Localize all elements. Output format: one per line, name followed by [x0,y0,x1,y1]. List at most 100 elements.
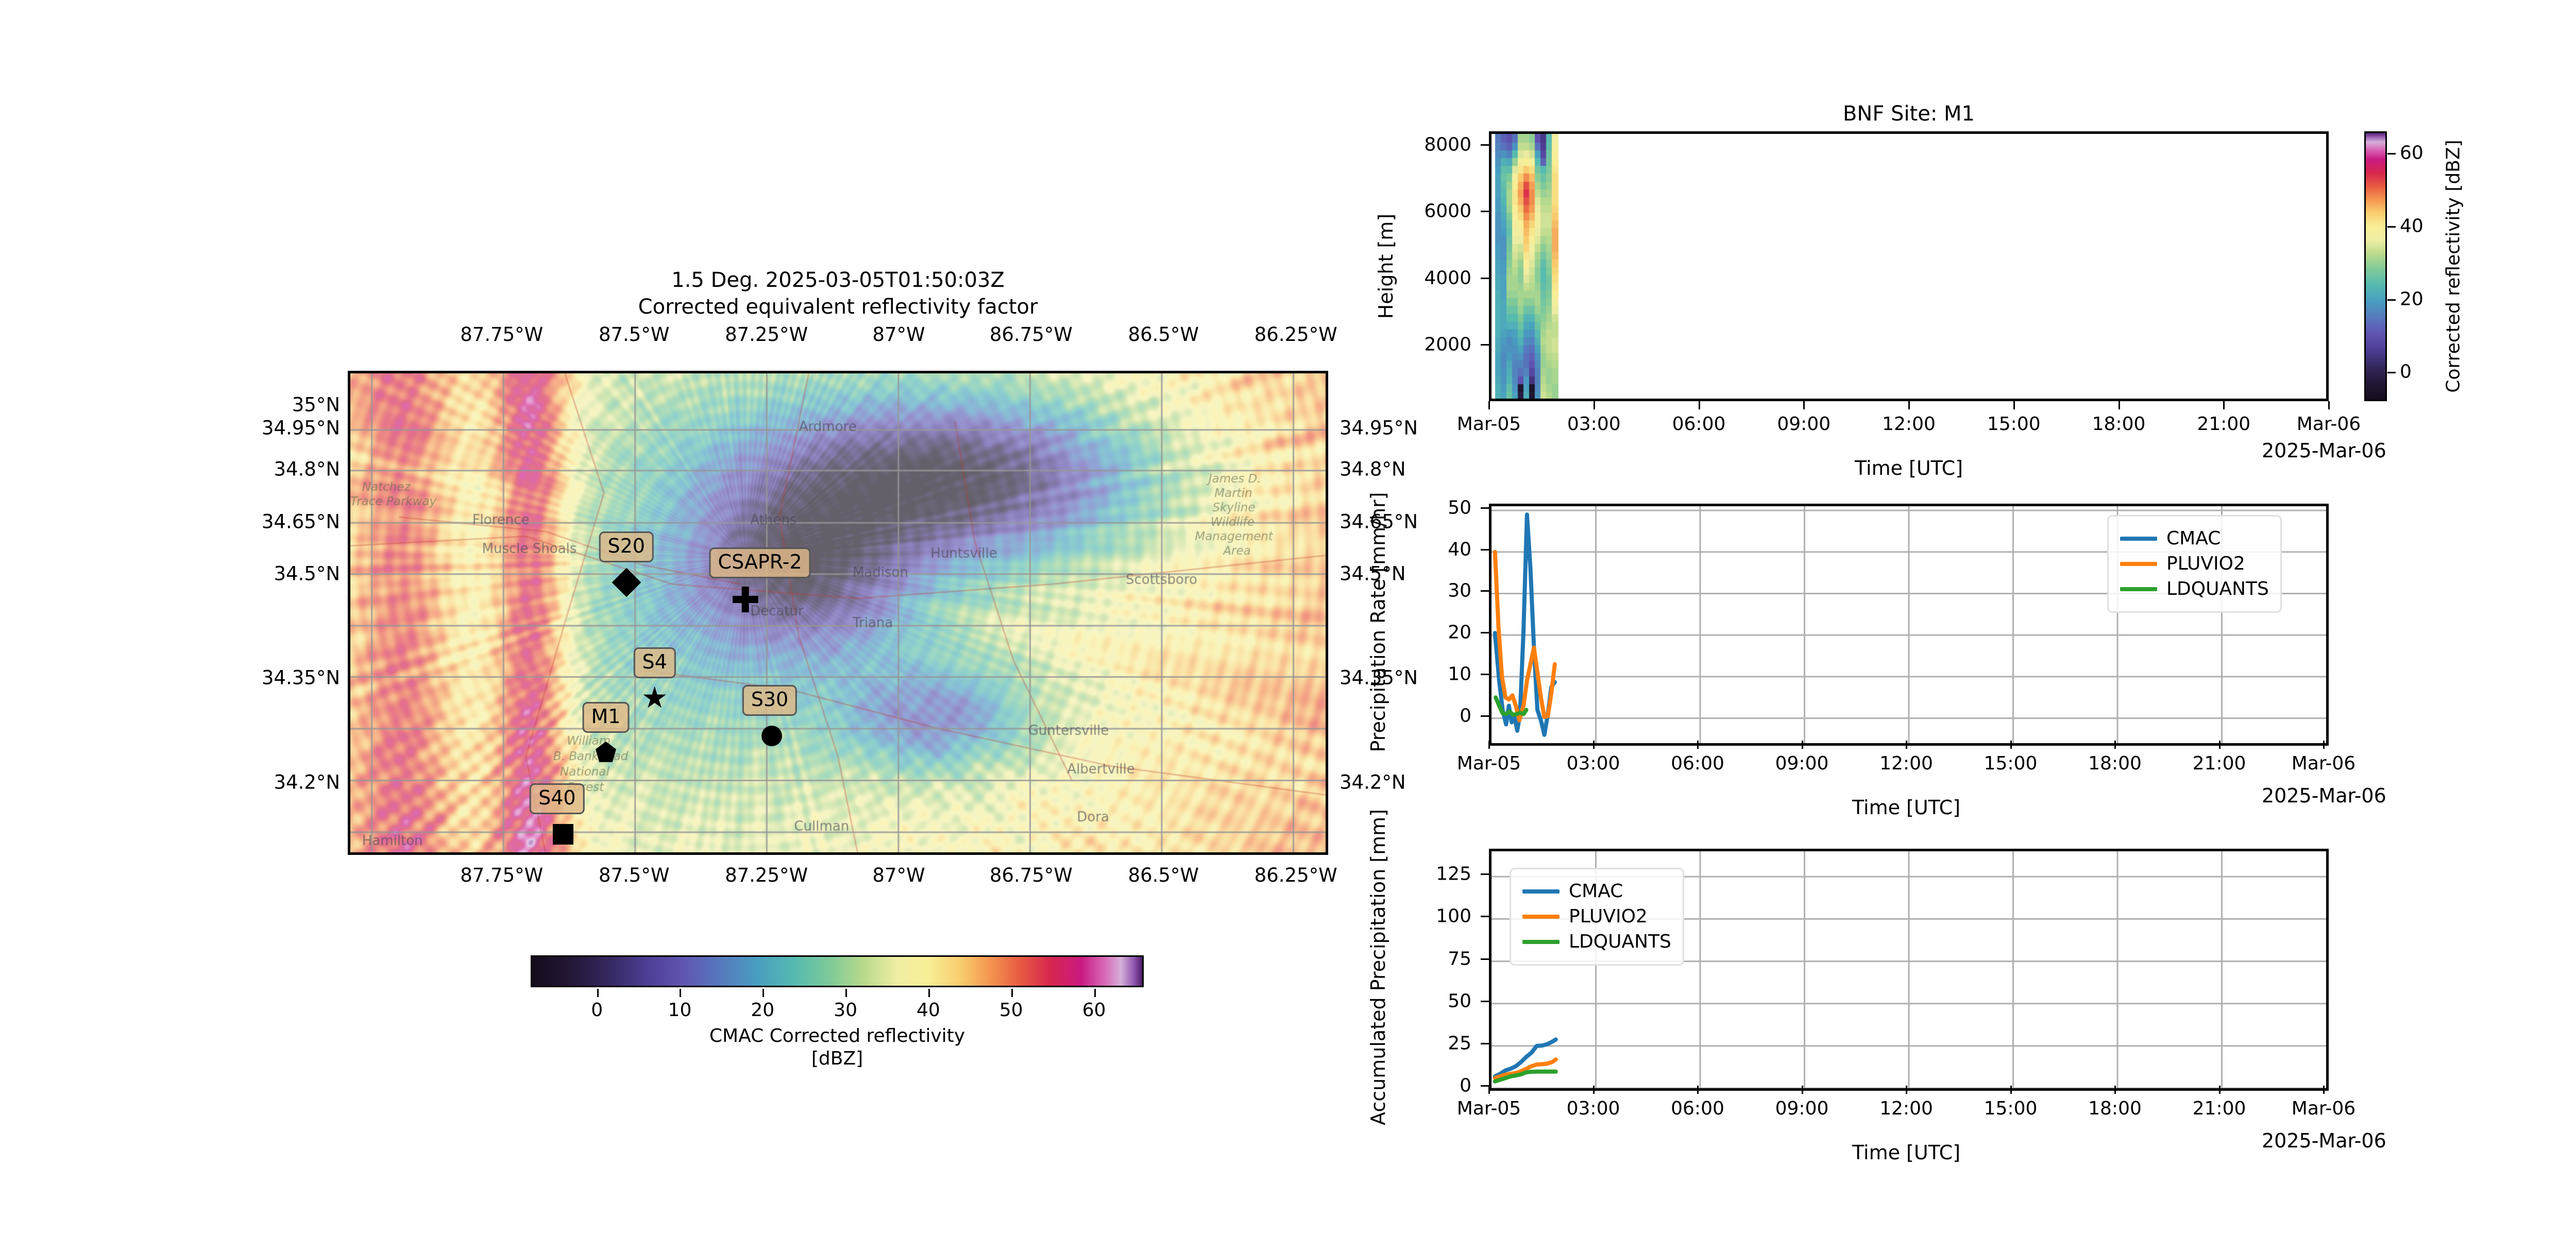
map-lat-tick-right: 34.5°N [1340,562,1406,585]
legend-label-cmac: CMAC [1569,881,1623,902]
x-tick-mark [2114,1086,2116,1094]
height-time-colorbar-title: Corrected reflectivity [dBZ] [2443,140,2464,393]
site-label-text: S30 [751,688,789,711]
x-tick-label: 06:00 [1671,1098,1724,1119]
site-label-s4[interactable]: S4 [633,647,676,679]
map-lat-tick-right: 34.2°N [1340,771,1406,794]
y-tick-label: 0 [1460,705,1471,727]
site-label-text: S20 [607,535,645,558]
legend-item-cmac[interactable]: CMAC [2120,528,2269,549]
x-tick-mark [1697,741,1699,749]
map-lat-tick-left: 34.35°N [261,666,340,689]
map-title-line1: 1.5 Deg. 2025-03-05T01:50:03Z [671,268,1005,292]
site-label-m1[interactable]: M1 [582,701,630,733]
legend-label-ldquants: LDQUANTS [2166,578,2269,599]
colorbar-tick-label: 60 [1082,1000,1106,1021]
legend-label-ldquants: LDQUANTS [1569,931,1671,952]
x-tick-label: 21:00 [2197,414,2251,435]
colorbar-tick-mark [762,989,765,997]
date-offset-panel2: 2025-Mar-06 [2262,784,2386,807]
y-tick-label: 0 [1460,1075,1471,1096]
legend-label-pluvio2: PLUVIO2 [2166,553,2245,574]
precipitation-rate-plot[interactable] [1489,504,2329,746]
legend-item-cmac[interactable]: CMAC [1522,881,1671,902]
colorbar-tick-mark [597,989,599,997]
x-tick-label: 03:00 [1566,1098,1620,1119]
height-time-reflectivity-plot[interactable] [1489,131,2329,401]
colorbar-tick-mark [1094,989,1096,997]
y-tick-mark [1481,277,1489,279]
y-tick-mark [1481,507,1489,509]
precipitation-rate-axis-label: Precipitation Rate [mm/hr] [1367,492,1389,752]
accumulated-precipitation-legend[interactable]: CMAC PLUVIO2 LDQUANTS [1510,868,1684,966]
y-tick-label: 10 [1448,663,1471,685]
time-axis-label-panel3: Time [UTC] [1852,1141,1961,1164]
x-tick-mark [1593,401,1595,409]
colorbar-title-line1: CMAC Corrected reflectivity [709,1025,965,1046]
x-tick-label: 21:00 [2192,753,2246,774]
x-tick-mark [1908,401,1910,409]
x-tick-mark [2118,401,2120,409]
y-tick-label: 8000 [1424,134,1471,156]
map-lon-tick-top: 87.75°W [460,323,544,346]
x-tick-mark [2013,401,2015,409]
site-label-text: M1 [591,705,621,728]
legend-item-pluvio2[interactable]: PLUVIO2 [1522,906,1671,927]
x-tick-label: 15:00 [1984,753,2038,774]
map-lat-tick-right: 34.65°N [1340,510,1418,533]
x-tick-label: 03:00 [1567,414,1621,435]
x-tick-mark [2323,741,2325,749]
legend-swatch-cmac [1522,889,1560,894]
y-tick-mark [1481,958,1489,960]
x-tick-mark [1488,741,1490,749]
map-lon-tick: 86.5°W [1128,864,1199,886]
y-tick-mark [1481,1000,1489,1002]
map-lon-tick: 87.5°W [598,864,670,886]
y-tick-mark [1481,144,1489,146]
x-tick-label: 09:00 [1775,753,1829,774]
x-tick-mark [1906,1086,1907,1094]
legend-item-ldquants[interactable]: LDQUANTS [1522,932,1671,952]
y-tick-label: 40 [1448,539,1471,560]
x-tick-label: Mar-05 [1456,1098,1521,1119]
y-tick-label: 25 [1448,1033,1471,1054]
map-lon-tick: 87.75°W [460,864,544,886]
x-tick-label: Mar-06 [2296,414,2361,435]
x-tick-label: 06:00 [1671,753,1724,774]
map-title: 1.5 Deg. 2025-03-05T01:50:03Z Corrected … [348,267,1328,320]
y-tick-label: 75 [1448,948,1471,970]
site-label-s20[interactable]: S20 [599,531,654,563]
x-tick-mark [1698,401,1700,409]
x-tick-label: 18:00 [2092,414,2146,435]
y-tick-mark [1481,632,1489,634]
map-lon-tick: 86.25°W [1254,864,1337,886]
legend-item-ldquants[interactable]: LDQUANTS [2120,579,2269,599]
colorbar-tick-label: 0 [2400,361,2412,383]
legend-label-pluvio2: PLUVIO2 [1569,906,1648,927]
colorbar-tick-label: 40 [916,1000,940,1021]
precipitation-rate-legend[interactable]: CMAC PLUVIO2 LDQUANTS [2107,515,2282,613]
x-tick-mark [1906,741,1907,749]
legend-item-pluvio2[interactable]: PLUVIO2 [2120,554,2269,574]
map-lon-tick: 87°W [872,864,925,886]
x-tick-label: 18:00 [2088,753,2142,774]
y-tick-label: 30 [1448,580,1471,602]
colorbar-tick-mark [2387,372,2396,374]
y-tick-mark [1481,344,1489,346]
colorbar-tick-label: 0 [591,1000,603,1021]
y-tick-mark [1481,590,1489,592]
x-tick-label: 03:00 [1566,753,1620,774]
colorbar-tick-mark [2387,153,2396,155]
colorbar-tick-label: 10 [668,1000,692,1021]
y-tick-label: 2000 [1424,334,1471,355]
site-label-csapr-2[interactable]: CSAPR-2 [709,547,811,579]
site-label-s30[interactable]: S30 [742,684,798,716]
map-lat-tick-left: 34.65°N [261,510,340,533]
colorbar-tick-mark [1011,989,1013,997]
site-label-text: S4 [642,650,667,674]
y-tick-label: 6000 [1424,200,1471,222]
y-tick-label: 20 [1448,622,1471,643]
y-tick-mark [1481,548,1489,551]
site-label-s40[interactable]: S40 [530,783,585,814]
